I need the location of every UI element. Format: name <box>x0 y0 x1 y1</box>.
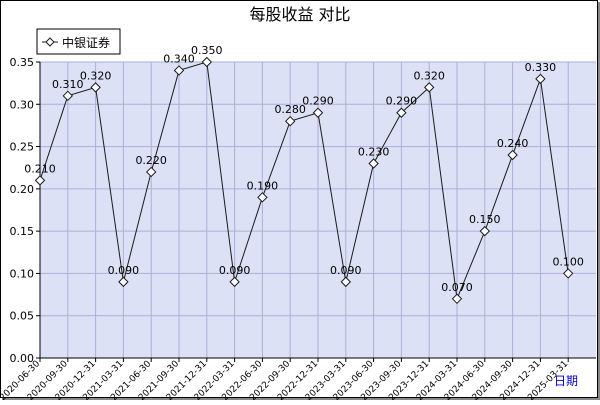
data-label: 0.350 <box>191 44 223 57</box>
data-point-marker <box>201 56 213 68</box>
data-point-marker <box>145 166 157 178</box>
data-label: 0.090 <box>219 264 251 277</box>
data-label: 0.190 <box>247 179 279 192</box>
data-label: 0.340 <box>163 52 195 65</box>
data-point-marker <box>368 158 379 169</box>
data-label: 0.320 <box>413 69 445 82</box>
y-tick-label: 0.10 <box>10 267 35 280</box>
data-point-marker <box>340 276 352 288</box>
data-point-marker <box>118 276 129 288</box>
data-point-marker <box>90 82 101 93</box>
y-tick-label: 0.15 <box>10 225 35 238</box>
chart-title: 每股收益 对比 <box>249 5 350 24</box>
data-label: 0.100 <box>552 255 584 268</box>
series-layer: 0.2100.3100.3200.0900.2200.3400.3500.090… <box>24 44 584 305</box>
data-label: 0.090 <box>108 264 140 277</box>
data-point-marker <box>284 115 296 127</box>
data-label: 0.150 <box>469 213 501 226</box>
series-line <box>39 61 569 301</box>
data-point-marker <box>535 73 546 85</box>
data-label: 0.290 <box>386 95 418 108</box>
data-label: 0.290 <box>302 95 334 108</box>
legend-marker-icon <box>45 37 55 47</box>
data-label: 0.330 <box>525 61 557 74</box>
y-tick-label: 0.20 <box>10 183 35 196</box>
data-point-marker <box>562 268 574 279</box>
data-point-marker <box>312 107 324 118</box>
data-point-marker <box>451 293 463 305</box>
data-label: 0.280 <box>274 103 306 116</box>
data-label: 0.240 <box>497 137 529 150</box>
data-point-marker <box>423 82 435 93</box>
data-label: 0.230 <box>358 145 390 158</box>
legend-label: 中银证券 <box>62 35 110 50</box>
data-point-marker <box>479 225 491 237</box>
data-point-marker <box>396 107 407 118</box>
y-tick-label: 0.00 <box>10 352 35 365</box>
data-label: 0.070 <box>441 281 473 294</box>
data-label: 0.210 <box>24 162 56 175</box>
data-label: 0.320 <box>80 69 112 82</box>
data-label: 0.090 <box>330 264 362 277</box>
data-label: 0.310 <box>52 78 84 91</box>
y-tick-label: 0.35 <box>10 56 35 69</box>
data-point-marker <box>257 192 268 203</box>
data-point-marker <box>173 65 185 76</box>
data-label: 0.220 <box>135 154 167 167</box>
y-tick-label: 0.30 <box>10 98 35 111</box>
y-tick-label: 0.05 <box>10 310 35 323</box>
data-point-marker <box>507 149 518 161</box>
x-axis-title: 日期 <box>554 374 578 388</box>
data-point-marker <box>34 175 46 186</box>
data-point-marker <box>62 90 74 102</box>
data-point-marker <box>229 276 240 288</box>
legend: 中银证券 <box>36 28 121 55</box>
y-tick-label: 0.25 <box>10 141 35 154</box>
y-axis: 0.00 0.05 0.10 0.15 0.20 0.25 0.30 0.35 <box>10 56 41 365</box>
